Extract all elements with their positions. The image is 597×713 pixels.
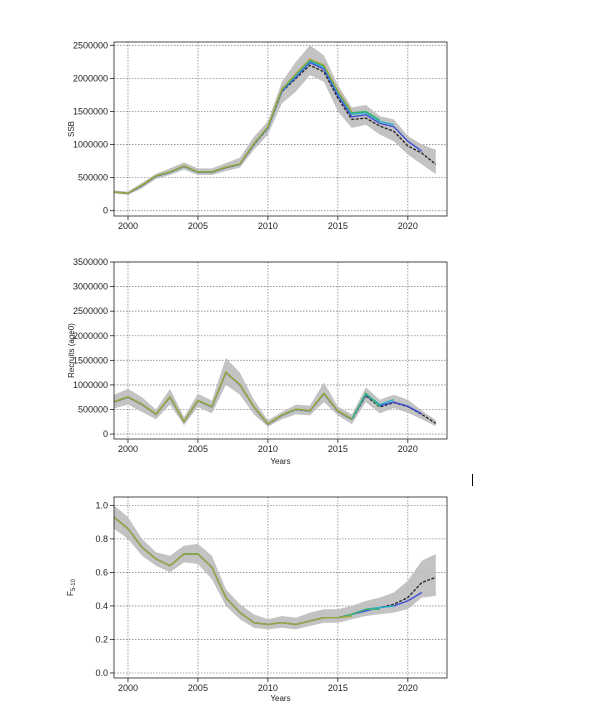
chart-panel-2: 2000 2005 2010 2015 2020 0 500000 1000000 150000… bbox=[67, 257, 448, 466]
series-line-5 bbox=[113, 371, 353, 425]
y-tick-label-5: 2500000 bbox=[73, 40, 108, 50]
x-tick-label-2000: 2000 bbox=[118, 683, 138, 693]
chart-panel-3: 2000 2005 2010 2015 2020 0.0 0.2 0.4 0.6 0.8 1.0 F5… bbox=[66, 496, 448, 703]
x-axis-label: Years bbox=[270, 457, 290, 466]
confidence-band bbox=[114, 45, 436, 195]
confidence-band bbox=[114, 357, 436, 427]
x-tick-label-2020: 2020 bbox=[398, 444, 418, 454]
y-tick-label-7: 3500000 bbox=[73, 257, 108, 267]
y-tick-label-0: 0.0 bbox=[95, 668, 108, 678]
y-tick-label-2: 1000000 bbox=[73, 380, 108, 390]
y-tick-label-4: 2000000 bbox=[73, 73, 108, 83]
y-tick-label-1: 0.2 bbox=[95, 634, 108, 644]
x-tick-label-2015: 2015 bbox=[328, 221, 348, 231]
confidence-band bbox=[114, 505, 436, 630]
series-line-4 bbox=[113, 516, 380, 626]
y-tick-label-2: 1000000 bbox=[73, 140, 108, 150]
y-axis-label-subscript: 5-10 bbox=[71, 578, 77, 591]
y-tick-label-4: 0.8 bbox=[95, 534, 108, 544]
y-tick-label-4: 2000000 bbox=[73, 331, 108, 341]
text-cursor bbox=[472, 474, 473, 486]
y-tick-label-3: 0.6 bbox=[95, 567, 108, 577]
plot-frame bbox=[113, 41, 448, 217]
y-axis-label: Recruits (age0) bbox=[67, 323, 76, 378]
x-tick-label-2020: 2020 bbox=[398, 221, 418, 231]
x-axis-label: Years bbox=[270, 694, 290, 703]
x-tick-label-2000: 2000 bbox=[118, 444, 138, 454]
x-tick-label-2005: 2005 bbox=[188, 221, 208, 231]
x-tick-label-2020: 2020 bbox=[398, 683, 418, 693]
y-tick-label-1: 500000 bbox=[78, 173, 108, 183]
x-tick-label-2005: 2005 bbox=[188, 444, 208, 454]
x-tick-label-2015: 2015 bbox=[328, 683, 348, 693]
y-tick-label-2: 0.4 bbox=[95, 601, 108, 611]
x-tick-label-2010: 2010 bbox=[258, 444, 278, 454]
y-axis-label: SSB bbox=[67, 121, 76, 137]
series-line-5 bbox=[113, 516, 352, 626]
series-line-1 bbox=[113, 371, 437, 426]
y-tick-label-5: 1.0 bbox=[95, 500, 108, 510]
plot-frame bbox=[113, 261, 448, 440]
y-tick-label-0: 0 bbox=[103, 206, 108, 216]
x-tick-label-2015: 2015 bbox=[328, 444, 348, 454]
series-line-4 bbox=[113, 59, 381, 194]
y-tick-label-0: 0 bbox=[103, 429, 108, 439]
y-tick-label-6: 3000000 bbox=[73, 282, 108, 292]
x-tick-label-2010: 2010 bbox=[258, 683, 278, 693]
x-tick-label-2005: 2005 bbox=[188, 683, 208, 693]
x-tick-label-2010: 2010 bbox=[258, 221, 278, 231]
chart-panel-1: 2000 2005 2010 2015 2020 0 500000 1000000 150000… bbox=[67, 40, 448, 231]
series-line-5 bbox=[113, 58, 353, 194]
y-tick-label-1: 500000 bbox=[78, 405, 108, 415]
y-axis-label: F5-10 bbox=[66, 578, 77, 596]
y-tick-label-3: 1500000 bbox=[73, 355, 108, 365]
y-tick-label-3: 1500000 bbox=[73, 106, 108, 116]
plot-frame bbox=[113, 496, 448, 679]
x-tick-label-2000: 2000 bbox=[118, 221, 138, 231]
y-tick-label-5: 2500000 bbox=[73, 306, 108, 316]
